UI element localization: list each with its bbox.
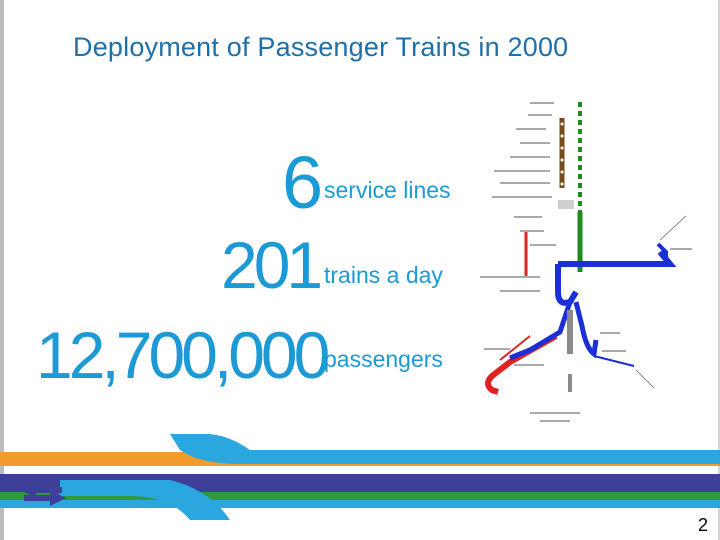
stripe-light-blue xyxy=(0,500,720,508)
rail-network-map xyxy=(480,102,692,422)
stripe-light-blue-swoosh xyxy=(170,434,720,464)
stat-label-passengers: passengers xyxy=(324,346,443,372)
map-line-blue-branch xyxy=(509,301,573,361)
slide-title: Deployment of Passenger Trains in 2000 xyxy=(73,32,569,62)
stat-number-trains: 201 xyxy=(221,228,323,302)
stat-label-trains: trains a day xyxy=(324,262,443,288)
stat-number-passengers: 12,700,000 xyxy=(36,318,330,392)
slide-left-border xyxy=(0,0,4,540)
bottom-stripes xyxy=(0,434,720,520)
stat-label-service-lines: service lines xyxy=(324,177,451,203)
railway-logo-icon xyxy=(20,482,66,506)
map-line-red-branch xyxy=(485,333,558,395)
stripe-green xyxy=(0,492,720,500)
map-station-block xyxy=(558,200,574,209)
stat-number-service-lines: 6 xyxy=(282,141,323,224)
page-number: 2 xyxy=(697,515,708,535)
slide-right-border xyxy=(718,0,720,540)
map-line-blue-main xyxy=(558,250,677,267)
